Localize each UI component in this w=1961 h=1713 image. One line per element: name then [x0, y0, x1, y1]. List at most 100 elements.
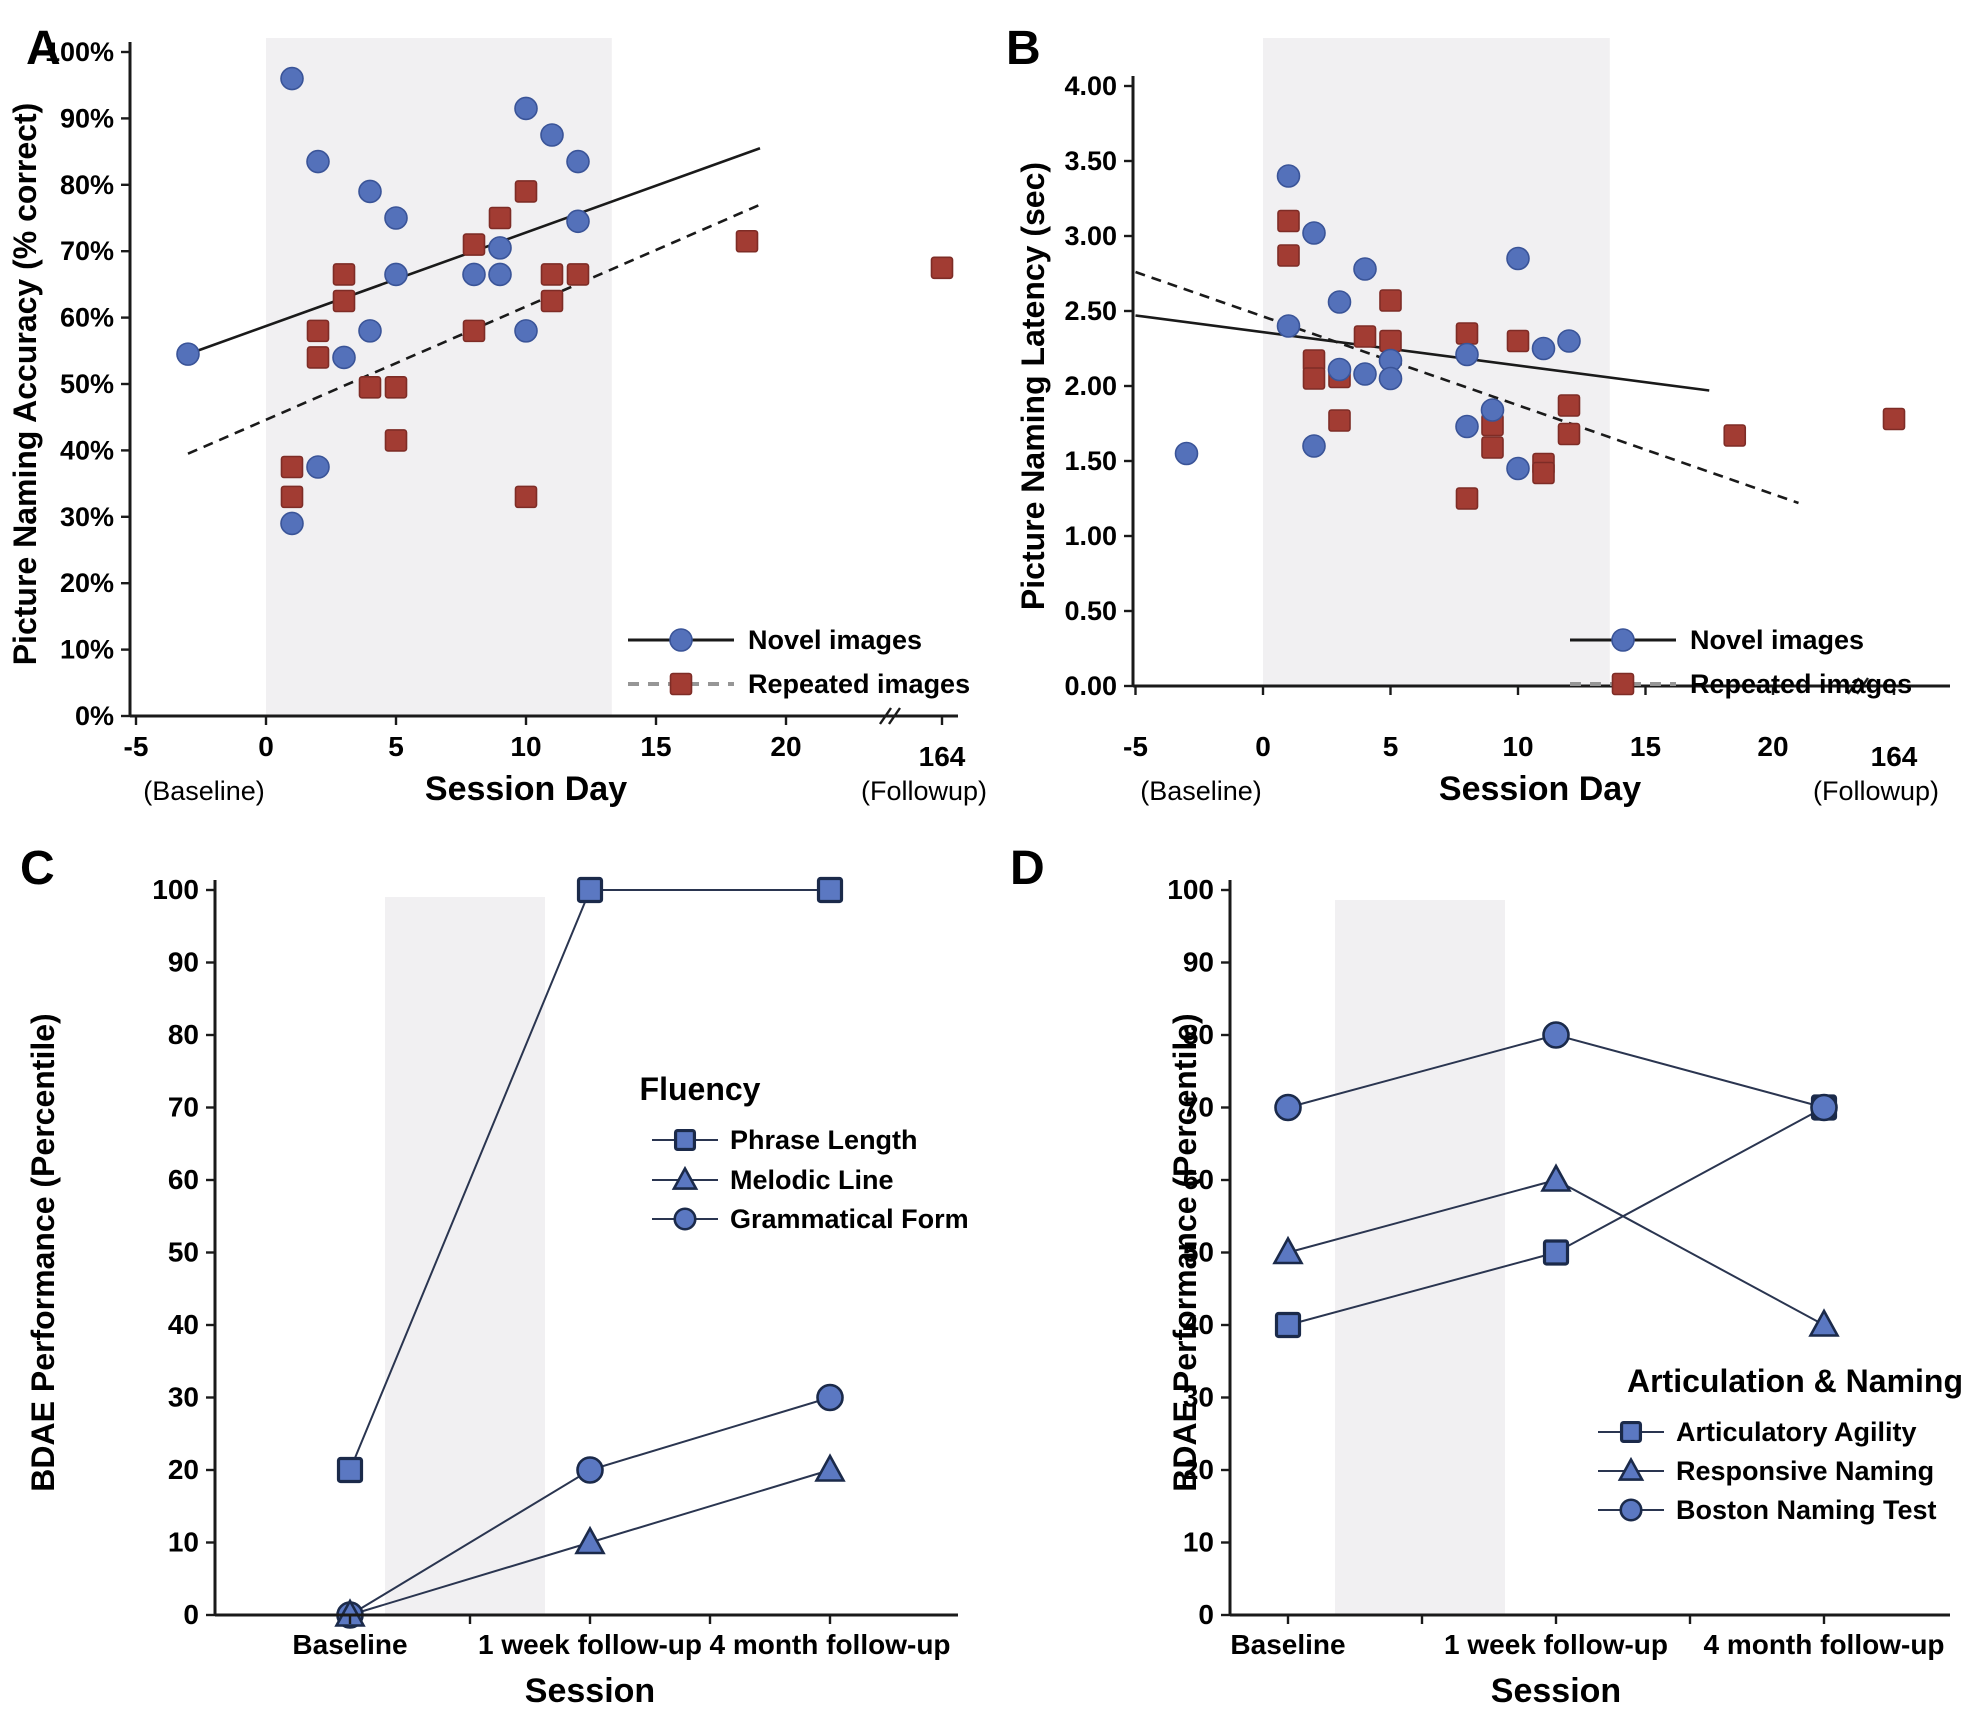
panel-d-line-chart: 0 10 20 30 40 50 60 70 80 90 100 Baseline 1 week fol…: [1010, 842, 1961, 1710]
y-axis-title: BDAE Performance (Percentile): [1167, 1013, 1203, 1491]
repeated-images-point: [488, 206, 512, 230]
repeated-images-point: [540, 263, 564, 286]
legend-circle-icon: [1619, 1498, 1643, 1522]
repeated-images-point: [1532, 461, 1555, 485]
responsive-naming-point: [1808, 1308, 1840, 1337]
legend-circle-icon: [673, 1207, 697, 1231]
legend-item-repeated-images: Repeated images: [1570, 669, 1912, 699]
novel-images-point: [1557, 329, 1581, 353]
x-tick-label: -5: [124, 731, 149, 762]
repeated-images-point: [735, 229, 759, 253]
repeated-images-point: [1506, 329, 1530, 353]
repeated-images-point: [1455, 322, 1479, 345]
repeated-images-point: [1353, 325, 1377, 348]
novel-images-point: [1531, 336, 1556, 361]
y-tick-label: 50: [1183, 1237, 1214, 1268]
treatment-period-band: [1335, 900, 1505, 1615]
novel-images-point: [1455, 414, 1479, 439]
y-tick-label: 100%: [45, 37, 114, 67]
axis-break-icon: [888, 707, 901, 725]
y-axis-title: Picture Naming Accuracy (% correct): [7, 103, 43, 666]
x-axis-title: Session Day: [425, 770, 627, 808]
legend-label: Boston Naming Test: [1676, 1495, 1937, 1525]
x-tick-label: 20: [1757, 731, 1788, 762]
y-tick-label: 60%: [60, 303, 114, 333]
legend-label: Responsive Naming: [1676, 1456, 1934, 1486]
repeated-images-point: [1723, 424, 1747, 447]
y-axis-title: BDAE Performance (Percentile): [25, 1013, 61, 1491]
novel-images-point: [540, 123, 564, 147]
repeated-images-point: [280, 455, 304, 479]
y-tick-label: 3.00: [1064, 221, 1117, 251]
repeated-images-point: [306, 346, 330, 369]
y-tick-label: 60: [168, 1164, 199, 1195]
grammatical-form-point: [576, 1456, 604, 1484]
phrase-length-point: [336, 1456, 364, 1484]
grammatical-form-point: [816, 1383, 844, 1412]
novel-images-point: [488, 236, 512, 260]
novel-images-point: [566, 149, 590, 174]
axis-break-icon: [879, 707, 892, 725]
y-tick-label: 40%: [60, 435, 114, 465]
articulatory-agility-point: [1542, 1239, 1570, 1266]
legend-label: Repeated images: [1690, 669, 1912, 699]
x-tick-label: 15: [1630, 731, 1661, 762]
y-tick-label: 3.50: [1064, 146, 1117, 176]
repeated-images-point: [1277, 209, 1300, 233]
repeated-images-point: [1328, 409, 1351, 432]
y-tick-label: 80: [1183, 1019, 1214, 1050]
repeated-images-point: [1302, 367, 1326, 390]
y-tick-label: 10: [1183, 1527, 1214, 1558]
novel-images-point: [358, 179, 382, 204]
legend: Fluency Phrase Length Melodic Line Grammati…: [640, 1071, 969, 1234]
legend-label: Melodic Line: [730, 1165, 894, 1195]
boston-naming-test-point: [1810, 1093, 1838, 1122]
x-tick-label: 0: [1255, 731, 1271, 762]
y-tick-label: 90: [1183, 947, 1214, 978]
novel-images-point: [1378, 366, 1403, 391]
boston-naming-test-point: [1542, 1021, 1570, 1049]
legend-item-novel-images: Novel images: [628, 625, 922, 655]
novel-images-point: [1174, 441, 1199, 466]
x-tick-label: 0: [258, 731, 274, 762]
trend-line-dashed: [1135, 270, 1799, 505]
legend-circle-icon: [669, 628, 693, 652]
responsive-naming-point: [1272, 1235, 1304, 1265]
novel-images-point: [514, 319, 538, 343]
trend-line-solid: [1135, 314, 1710, 392]
y-tick-label: 70: [168, 1092, 199, 1123]
y-tick-label: 100: [152, 874, 199, 905]
x-tick-label: Baseline: [1230, 1629, 1345, 1660]
panel-letter: C: [20, 842, 55, 895]
x-tick-label: 5: [388, 731, 404, 762]
panel-letter: D: [1010, 842, 1045, 895]
repeated-images-point: [566, 263, 590, 286]
y-tick-label: 10: [168, 1527, 199, 1558]
y-tick-label: 60: [1183, 1164, 1214, 1195]
legend-item-articulatory-agility: Articulatory Agility: [1598, 1417, 1917, 1447]
x-tick-label: 5: [1383, 731, 1399, 762]
axis-sublabel-followup: (Followup): [1813, 776, 1939, 806]
phrase-length-point: [816, 876, 844, 904]
legend-label: Novel images: [1690, 625, 1864, 655]
y-tick-label: 20: [168, 1454, 199, 1485]
y-tick-label: 30%: [60, 502, 114, 532]
legend: Articulation & Naming Articulatory Agilit…: [1598, 1363, 1961, 1525]
y-tick-label: 70: [1183, 1092, 1214, 1123]
x-tick-label: -5: [1123, 731, 1148, 762]
novel-images-point: [306, 149, 330, 174]
repeated-images-point: [280, 485, 304, 509]
novel-images-point: [280, 511, 304, 536]
y-tick-label: 0: [183, 1599, 199, 1630]
y-tick-label: 90%: [60, 103, 114, 133]
repeated-images-point: [930, 256, 954, 280]
panel-letter: B: [1006, 22, 1041, 75]
legend-item-novel-images: Novel images: [1570, 625, 1864, 655]
y-axis-title: Picture Naming Latency (sec): [1015, 162, 1051, 610]
y-tick-label: 2.50: [1064, 296, 1117, 326]
legend-square-icon: [1619, 1420, 1643, 1444]
panel-letter: A: [26, 22, 61, 75]
novel-images-point: [566, 209, 590, 234]
novel-images-point: [358, 319, 382, 343]
